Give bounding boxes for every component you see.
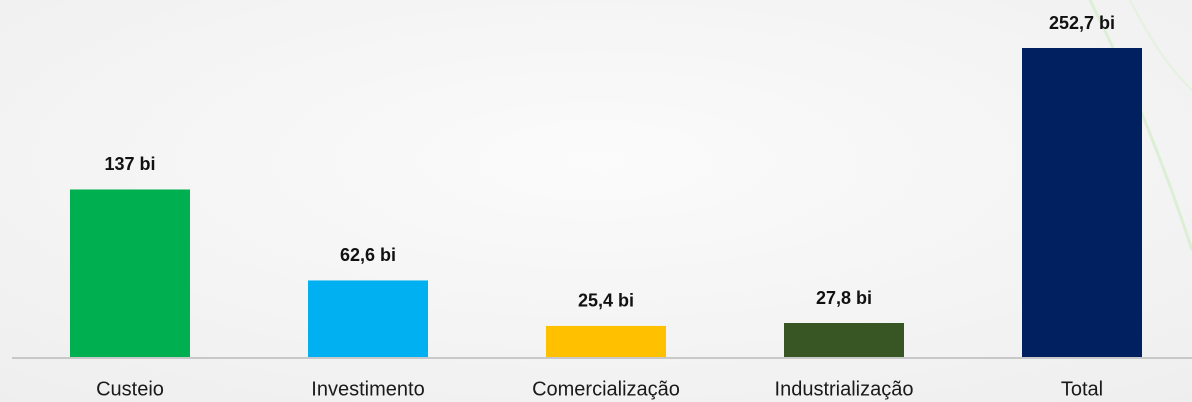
decoration [1129,0,1192,91]
x-tick-label: Total [1061,378,1103,400]
x-tick-label: Custeio [96,378,164,400]
value-label: 62,6 bi [340,245,396,265]
bar [784,323,904,357]
bar [70,189,190,357]
bar [308,280,428,357]
value-label: 27,8 bi [816,288,872,308]
value-label: 252,7 bi [1049,13,1115,33]
decoration [1088,0,1192,251]
x-tick-label: Investimento [311,378,424,400]
value-label: 137 bi [104,154,155,174]
x-tick-label: Industrialização [775,378,914,400]
value-label: 25,4 bi [578,291,634,311]
bar [546,325,666,357]
bar [1022,48,1142,357]
x-tick-label: Comercialização [532,378,680,400]
